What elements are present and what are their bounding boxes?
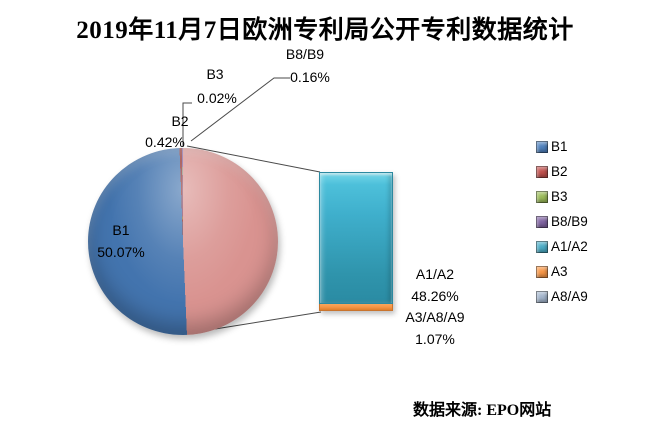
label-a1a2-pct: 48.26% <box>411 287 459 304</box>
label-b1-pct: 50.07% <box>97 244 145 260</box>
legend-item-a3: A3 <box>536 259 588 284</box>
label-b8b9-pct: 0.16% <box>290 69 330 85</box>
legend-label-b8b9: B8/B9 <box>551 214 588 229</box>
legend-label-a8a9: A8/A9 <box>551 289 588 304</box>
legend-label-a3: A3 <box>551 264 568 279</box>
legend-item-a8a9: A8/A9 <box>536 284 588 309</box>
legend-item-b2: B2 <box>536 159 588 184</box>
legend-swatch-b8b9 <box>536 215 548 228</box>
legend-label-b2: B2 <box>551 164 568 179</box>
footer-source: 数据来源: EPO网站 <box>413 402 552 419</box>
legend-swatch-a1a2 <box>536 240 548 253</box>
legend-item-a1a2: A1/A2 <box>536 234 588 259</box>
label-b2-pct: 0.42% <box>145 134 185 150</box>
legend-label-b3: B3 <box>551 189 568 204</box>
legend-swatch-b3 <box>536 190 548 203</box>
legend-label-b1: B1 <box>551 139 568 154</box>
label-b1: B1 50.07% <box>97 219 144 263</box>
bar-segment-a3a8a9 <box>319 304 393 311</box>
label-b3-name: B3 <box>206 66 224 82</box>
pie-chart <box>88 148 278 335</box>
label-b8b9-name: B8/B9 <box>285 46 325 62</box>
bar-segment-a1a2 <box>319 172 393 304</box>
pie-gloss-overlay <box>88 148 278 335</box>
legend-item-b3: B3 <box>536 184 588 209</box>
chart-title: 2019年11月7日欧洲专利局公开专利数据统计 <box>76 17 574 44</box>
legend-swatch-a8a9 <box>536 290 548 303</box>
legend-label-a1a2: A1/A2 <box>551 239 588 254</box>
legend-swatch-b2 <box>536 165 548 178</box>
legend: B1 B2 B3 B8/B9 A1/A2 A3 A8/A9 <box>536 134 588 309</box>
label-a3a8a9-name: A3/A8/A9 <box>405 309 465 325</box>
footer-credits: 数据来源: EPO网站 制图时间: 2019年11月7日 制 图: www.cn… <box>413 363 592 443</box>
legend-swatch-a3 <box>536 265 548 278</box>
label-b3-pct: 0.02% <box>197 90 237 106</box>
label-a1a2-name: A1/A2 <box>415 266 455 282</box>
label-bar-group: A1/A2 48.26% A3/A8/A9 1.07% <box>405 264 464 350</box>
legend-item-b1: B1 <box>536 134 588 159</box>
label-b1-name: B1 <box>112 222 130 238</box>
legend-swatch-b1 <box>536 140 548 153</box>
label-b2-name: B2 <box>171 113 189 129</box>
label-a3a8a9-pct: 1.07% <box>415 330 455 347</box>
legend-item-b8b9: B8/B9 <box>536 209 588 234</box>
breakout-bar <box>319 172 393 311</box>
